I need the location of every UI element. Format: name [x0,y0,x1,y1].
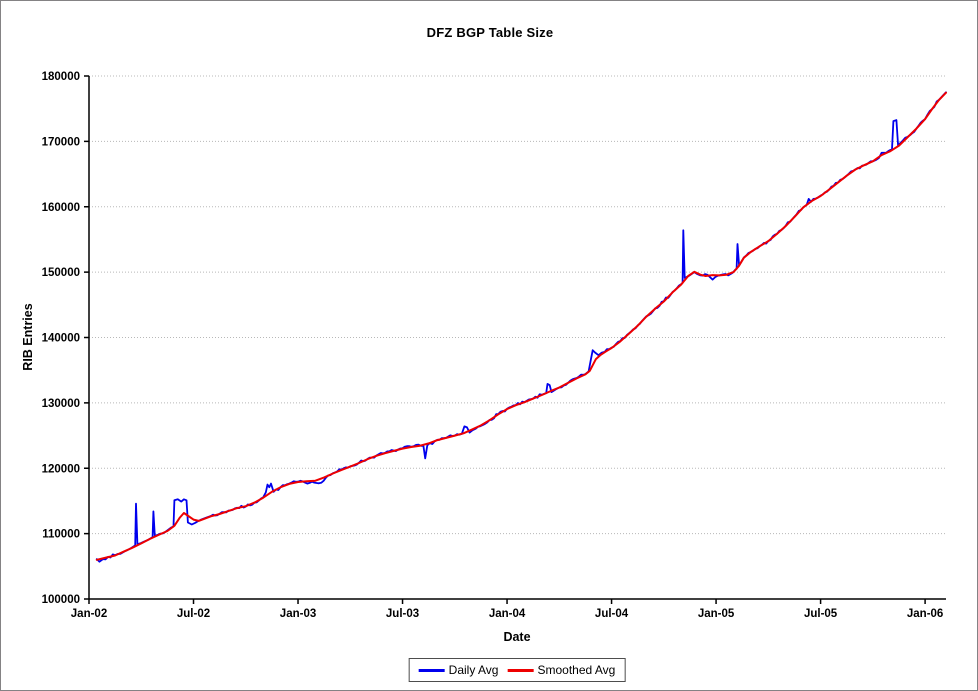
x-tick-label: Jul-05 [804,608,838,620]
x-tick-label: Jul-03 [386,608,419,620]
smoothed-avg-line [95,91,947,561]
y-tick-label: 110000 [42,529,80,541]
x-tick-label: Jan-03 [280,608,316,620]
y-tick-label: 160000 [42,202,80,214]
chart-title: DFZ BGP Table Size [426,25,554,40]
x-tick-label: Jan-05 [698,608,735,620]
y-tick-label: 180000 [42,71,80,83]
y-tick-label: 120000 [42,463,80,475]
x-tick-label: Jan-04 [489,608,526,620]
legend-label-smoothed-avg: Smoothed Avg [537,663,616,677]
x-axis-label: Date [503,630,531,644]
x-tick-label: Jul-02 [177,608,210,620]
smoothed-avg-line-swatch [507,668,534,672]
daily-avg-line [95,91,947,563]
legend: Daily Avg Smoothed Avg [408,658,626,682]
y-tick-label: 170000 [42,136,80,148]
daily-avg-line-swatch [418,668,445,672]
y-tick-label: 130000 [42,398,80,410]
y-tick-label: 150000 [42,267,80,279]
x-tick-label: Jan-02 [71,608,107,620]
y-tick-label: 140000 [42,333,80,345]
y-tick-label: 100000 [42,594,80,606]
x-tick-label: Jan-06 [907,608,943,620]
legend-label-daily-avg: Daily Avg [448,663,499,677]
x-tick-label: Jul-04 [595,608,629,620]
